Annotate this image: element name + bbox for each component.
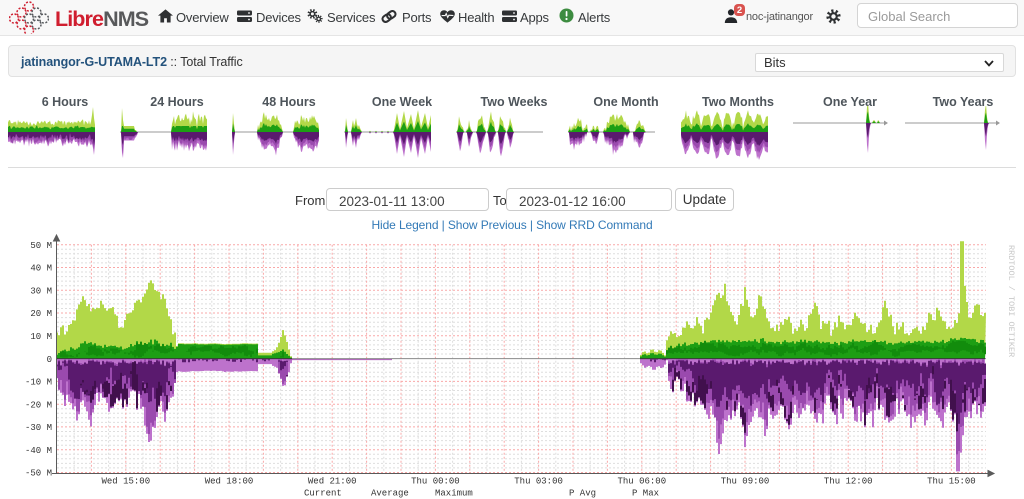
svg-text:40 M: 40 M	[30, 264, 52, 274]
svg-text:Current: Current	[304, 489, 342, 499]
svg-text:Thu 12:00: Thu 12:00	[824, 477, 873, 487]
svg-text:20 M: 20 M	[30, 309, 52, 319]
svg-text:-10 M: -10 M	[25, 378, 52, 388]
svg-text:Average: Average	[371, 489, 409, 499]
svg-text:Thu 00:00: Thu 00:00	[411, 477, 460, 487]
svg-text:Thu 09:00: Thu 09:00	[721, 477, 770, 487]
svg-text:Wed 15:00: Wed 15:00	[101, 477, 150, 487]
svg-text:P Avg: P Avg	[569, 489, 596, 499]
svg-text:Wed 21:00: Wed 21:00	[308, 477, 357, 487]
svg-text:Maximum: Maximum	[435, 489, 473, 499]
svg-text:-30 M: -30 M	[25, 423, 52, 433]
svg-text:10 M: 10 M	[30, 332, 52, 342]
svg-text:0: 0	[47, 355, 52, 365]
svg-text:Thu 06:00: Thu 06:00	[617, 477, 666, 487]
svg-text:30 M: 30 M	[30, 287, 52, 297]
svg-text:Thu 15:00: Thu 15:00	[927, 477, 976, 487]
svg-text:-50 M: -50 M	[25, 469, 52, 479]
svg-text:-40 M: -40 M	[25, 446, 52, 456]
svg-text:Thu 03:00: Thu 03:00	[514, 477, 563, 487]
svg-text:50 M: 50 M	[30, 241, 52, 251]
svg-text:Wed 18:00: Wed 18:00	[205, 477, 254, 487]
svg-text:P Max: P Max	[632, 489, 659, 499]
svg-text:RRDTOOL / TOBI OETIKER: RRDTOOL / TOBI OETIKER	[1006, 245, 1016, 357]
svg-text:-20 M: -20 M	[25, 400, 52, 410]
